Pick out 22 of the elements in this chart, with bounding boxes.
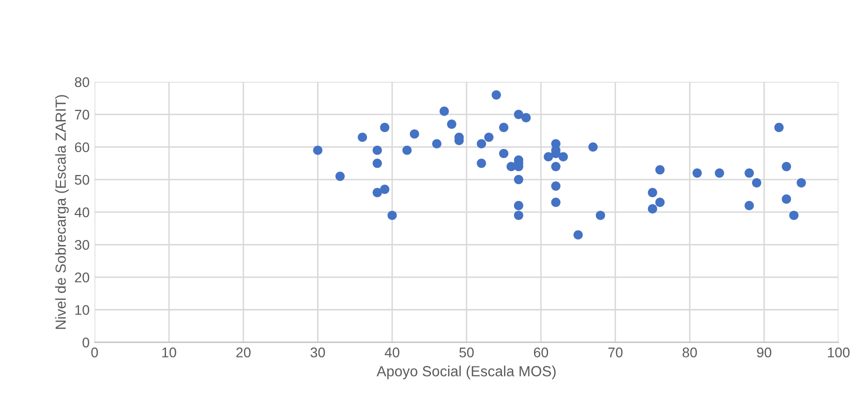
x-tick-label: 40 bbox=[384, 348, 400, 358]
y-axis-title: Nivel de Sobrecarga (Escala ZARIT) bbox=[55, 95, 69, 329]
y-tick-label: 60 bbox=[74, 142, 90, 152]
y-tick-label: 10 bbox=[75, 305, 90, 315]
x-tick-label: 0 bbox=[91, 348, 98, 358]
x-tick-label: 10 bbox=[162, 348, 176, 358]
y-tick-label: 0 bbox=[82, 338, 90, 348]
x-tick-label: 20 bbox=[236, 348, 251, 358]
y-tick-label: 70 bbox=[75, 110, 90, 120]
y-tick-label: 80 bbox=[74, 77, 90, 88]
x-tick-label: 30 bbox=[310, 348, 325, 358]
x-tick-label: 60 bbox=[534, 348, 548, 358]
x-tick-label: 100 bbox=[828, 348, 850, 358]
x-tick-label: 70 bbox=[608, 348, 623, 358]
x-tick-label: 90 bbox=[757, 348, 772, 358]
x-axis-title: Apoyo Social (Escala MOS) bbox=[376, 366, 556, 380]
y-tick-label: 30 bbox=[74, 240, 90, 250]
x-tick-label: 50 bbox=[459, 348, 474, 358]
y-tick-label: 50 bbox=[74, 174, 90, 185]
x-tick-label: 80 bbox=[682, 348, 697, 358]
y-tick-label: 40 bbox=[74, 207, 90, 218]
y-tick-label: 20 bbox=[74, 272, 90, 282]
